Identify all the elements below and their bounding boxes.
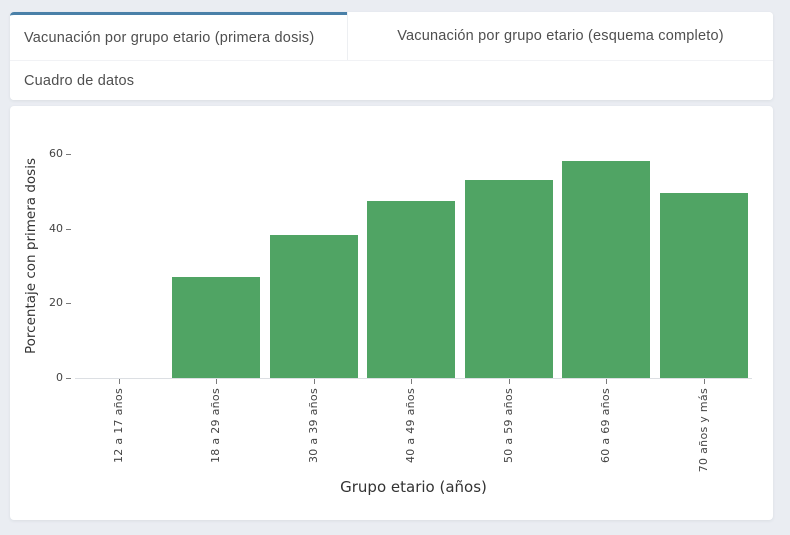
plot-area [75, 130, 752, 379]
x-tick-label: 30 a 39 años [306, 388, 320, 463]
tab-primera-dosis-label: Vacunación por grupo etario (primera dos… [24, 29, 315, 46]
tab-row-1: Vacunación por grupo etario (primera dos… [10, 12, 773, 60]
x-tick-mark [606, 379, 607, 384]
bar-50-a-59-años[interactable] [464, 180, 553, 378]
x-tick-label: 50 a 59 años [501, 388, 515, 463]
tab-cuadro-de-datos-label: Cuadro de datos [24, 72, 135, 89]
y-tick-mark [66, 378, 71, 379]
bar-70-años-y-más[interactable] [659, 193, 748, 378]
x-tick-mark [118, 379, 120, 384]
x-tick-mark [216, 379, 217, 384]
y-tick-mark [66, 303, 71, 305]
x-tick-label: 40 a 49 años [404, 388, 417, 463]
x-tick-label: 12 a 17 años [111, 388, 125, 463]
tab-primera-dosis[interactable]: Vacunación por grupo etario (primera dos… [10, 12, 347, 60]
tab-header: Vacunación por grupo etario (primera dos… [10, 12, 773, 100]
bar-30-a-39-años[interactable] [269, 235, 358, 378]
vaccination-bar-chart: Porcentaje con primera dosis Grupo etari… [10, 106, 773, 520]
x-tick-mark [411, 379, 412, 384]
y-tick-mark [66, 154, 71, 156]
x-tick-mark [703, 379, 705, 384]
y-tick-label: 0 [56, 371, 63, 384]
tab-esquema-completo-label: Vacunación por grupo etario (esquema com… [397, 28, 724, 44]
bar-40-a-49-años[interactable] [367, 201, 455, 378]
y-tick-label: 40 [49, 221, 63, 235]
y-tick-mark [66, 228, 71, 230]
tab-cuadro-de-datos[interactable]: Cuadro de datos [10, 60, 773, 100]
x-tick-label: 60 a 69 años [599, 388, 612, 463]
x-tick-label: 70 años y más [696, 388, 710, 473]
x-tick-mark [313, 379, 315, 384]
tab-esquema-completo[interactable]: Vacunación por grupo etario (esquema com… [347, 12, 773, 60]
y-tick-label: 20 [49, 296, 63, 310]
bar-60-a-69-años[interactable] [562, 161, 650, 378]
y-axis-title: Porcentaje con primera dosis [23, 158, 39, 354]
x-tick-label: 18 a 29 años [209, 388, 222, 463]
x-axis-title: Grupo etario (años) [340, 478, 487, 496]
x-tick-mark [508, 379, 510, 384]
y-tick-label: 60 [49, 147, 63, 161]
bar-18-a-29-años[interactable] [172, 277, 260, 378]
